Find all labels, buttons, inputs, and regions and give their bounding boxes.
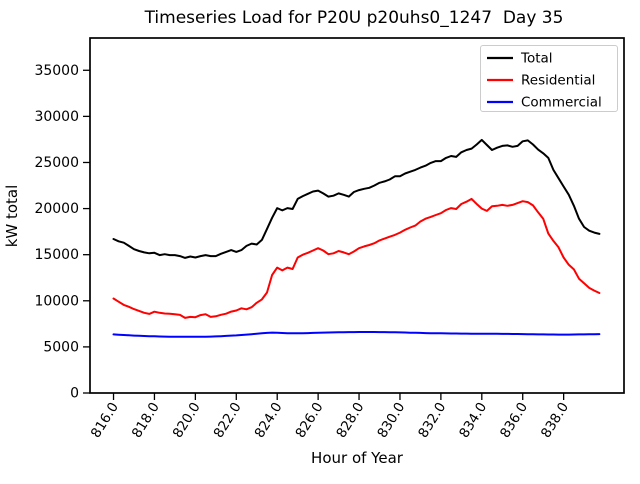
x-tick-label: 822.0 — [211, 400, 245, 441]
x-tick-label: 820.0 — [170, 400, 204, 441]
x-tick-label: 816.0 — [88, 400, 122, 441]
y-tick-label: 5000 — [43, 339, 79, 355]
series-line-total — [112, 138, 601, 259]
x-tick-label: 834.0 — [456, 400, 490, 441]
x-tick-label: 838.0 — [538, 400, 572, 441]
legend-item-commercial: Commercial — [487, 95, 602, 111]
y-tick-label: 25000 — [34, 155, 79, 171]
x-tick-label: 818.0 — [129, 400, 163, 441]
x-tick-label: 828.0 — [333, 400, 367, 441]
x-tick-label: 836.0 — [497, 400, 531, 441]
y-tick-label: 35000 — [34, 63, 79, 79]
legend-label: Commercial — [521, 95, 602, 111]
legend-box — [480, 45, 618, 112]
x-axis-ticks: 816.0 818.0 820.0 822.0 824.0 826.0 828.0 830.0… — [88, 393, 572, 441]
x-tick-label: 830.0 — [374, 400, 408, 441]
y-tick-label: 10000 — [34, 293, 79, 309]
x-axis-label: Hour of Year — [311, 449, 404, 467]
series-line-commercial — [112, 331, 601, 338]
chart-title: Timeseries Load for P20U p20uhs0_1247 Da… — [144, 8, 564, 28]
legend: Total Residential Commercial — [480, 45, 618, 112]
plot-area — [89, 37, 625, 394]
y-tick-label: 15000 — [34, 247, 79, 263]
series-lines — [112, 138, 601, 338]
legend-label: Total — [520, 51, 553, 67]
y-tick-label: 0 — [70, 386, 79, 402]
x-tick-label: 832.0 — [415, 400, 449, 441]
y-axis-label: kW total — [3, 185, 21, 248]
y-axis-ticks: 0 5000 10000 15000 20000 25000 30000 35000 — [34, 63, 90, 402]
y-tick-label: 20000 — [34, 201, 79, 217]
x-tick-label: 824.0 — [252, 400, 286, 441]
x-tick-label: 826.0 — [292, 400, 326, 441]
legend-item-residential: Residential — [487, 73, 595, 89]
legend-item-total: Total — [487, 51, 553, 67]
y-tick-label: 30000 — [34, 109, 79, 125]
series-line-residential — [112, 197, 601, 319]
legend-label: Residential — [521, 73, 595, 89]
